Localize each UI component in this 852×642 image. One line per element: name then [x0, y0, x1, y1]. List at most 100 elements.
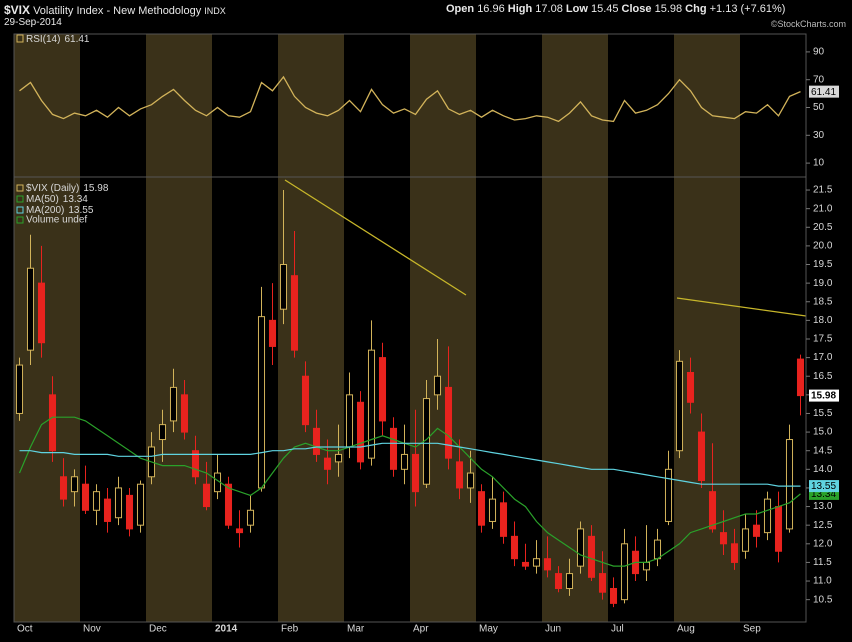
- y-tick-label: 21.5: [813, 185, 833, 196]
- legend-label: MA(200): [26, 205, 64, 216]
- candle-body: [48, 394, 57, 452]
- candle-body: [81, 483, 90, 511]
- candle-body: [686, 372, 695, 403]
- candle-body: [763, 498, 772, 534]
- plot-frame: [13, 33, 807, 623]
- legend-swatch: [16, 216, 24, 224]
- background: [14, 34, 806, 622]
- legend-entry: MA(50) 13.34: [26, 194, 88, 205]
- x-tick-label: Nov: [83, 624, 101, 635]
- candle-body: [70, 476, 79, 493]
- y-tick-label: 70: [813, 74, 825, 85]
- legend-entry: Volume undef: [26, 215, 87, 226]
- candle-body: [642, 561, 651, 571]
- candle-body: [796, 358, 805, 397]
- x-tick-label: Apr: [413, 624, 429, 635]
- value-tag-label: 61.41: [811, 87, 836, 98]
- quote-value: +1.13 (+7.61%): [709, 3, 786, 15]
- y-tick-label: 10: [813, 158, 825, 169]
- candle-body: [499, 502, 508, 537]
- header-title: $VIX Volatility Index - New Methodology …: [4, 3, 226, 17]
- candle-body: [400, 453, 409, 470]
- candle-body: [180, 394, 189, 433]
- candle-body: [92, 491, 101, 511]
- x-tick-label: 2014: [215, 624, 238, 635]
- candle-body: [59, 476, 68, 500]
- candle-body: [488, 498, 497, 522]
- candle-body: [334, 453, 343, 463]
- quote-label: Close: [621, 3, 652, 15]
- x-tick-label: Feb: [281, 624, 299, 635]
- candle-body: [565, 573, 574, 589]
- candle-body: [15, 364, 24, 414]
- y-tick-label: 12.0: [813, 538, 833, 549]
- quote-label: Low: [565, 3, 588, 15]
- candle-body: [730, 543, 739, 563]
- candle-body: [301, 375, 310, 426]
- candle-body: [752, 524, 761, 537]
- y-tick-label: 50: [813, 102, 825, 113]
- candle-body: [554, 573, 563, 589]
- candle-body: [191, 450, 200, 478]
- legend-swatch: [16, 184, 24, 192]
- quote-value: 15.45: [590, 3, 619, 15]
- y-tick-label: 19.5: [813, 259, 833, 270]
- candle-body: [114, 487, 123, 519]
- candle-body: [235, 528, 244, 534]
- y-tick-label: 90: [813, 47, 825, 58]
- quote: Open 16.96 High 17.08 Low 15.45 Close 15…: [446, 3, 785, 15]
- quote-value: 15.98: [654, 3, 683, 15]
- candle-body: [279, 264, 288, 310]
- legend-value: 13.34: [63, 194, 88, 205]
- value-tag: [809, 85, 839, 98]
- candle-body: [411, 453, 420, 493]
- candle-body: [125, 494, 134, 530]
- x-tick-label: Jul: [611, 624, 624, 635]
- x-tick-label: Aug: [677, 624, 695, 635]
- month-shading: [542, 34, 608, 622]
- y-tick-label: 11.5: [813, 557, 832, 568]
- y-tick-label: 16.5: [813, 371, 833, 382]
- candle-body: [510, 535, 519, 560]
- y-tick-label: 18.5: [813, 296, 833, 307]
- x-tick-label: Oct: [17, 624, 33, 635]
- candle-body: [103, 498, 112, 522]
- candle-body: [290, 275, 299, 351]
- candle-body: [312, 427, 321, 455]
- candle-body: [576, 528, 585, 567]
- quote-label: High: [507, 3, 533, 15]
- legend-entry: MA(200) 13.55: [26, 205, 94, 216]
- y-tick-label: 18.0: [813, 315, 833, 326]
- moving-average-line: [18, 416, 801, 567]
- month-shading: [146, 34, 212, 622]
- candle-body: [697, 431, 706, 481]
- value-tag-label: 13.34: [811, 489, 836, 500]
- y-tick-label: 30: [813, 130, 825, 141]
- candle-body: [466, 472, 475, 489]
- date: 29-Sep-2014: [4, 17, 62, 28]
- month-shading: [674, 34, 740, 622]
- rsi-line: [19, 75, 801, 123]
- legend-entry: $VIX (Daily) 15.98: [26, 183, 109, 194]
- y-tick-label: 14.0: [813, 464, 833, 475]
- y-tick-label: 11.0: [813, 576, 832, 587]
- candle-body: [741, 528, 750, 552]
- y-tick-label: 13.0: [813, 501, 833, 512]
- x-tick-label: Jun: [545, 624, 561, 635]
- symbol: $VIX: [4, 3, 31, 17]
- x-tick-label: Dec: [149, 624, 167, 635]
- candle-body: [356, 401, 365, 463]
- legend-label: MA(50): [26, 194, 59, 205]
- candle-body: [433, 375, 442, 396]
- month-shading: [410, 34, 476, 622]
- y-tick-label: 17.0: [813, 352, 833, 363]
- candle-body: [675, 360, 684, 452]
- candle-body: [587, 535, 596, 578]
- candle-body: [136, 483, 145, 526]
- x-tick-label: Sep: [743, 624, 761, 635]
- y-tick-label: 15.0: [813, 427, 833, 438]
- quote-label: Chg: [685, 3, 707, 15]
- y-tick-label: 14.5: [813, 445, 833, 456]
- candle-body: [323, 457, 332, 470]
- candle-body: [609, 587, 618, 604]
